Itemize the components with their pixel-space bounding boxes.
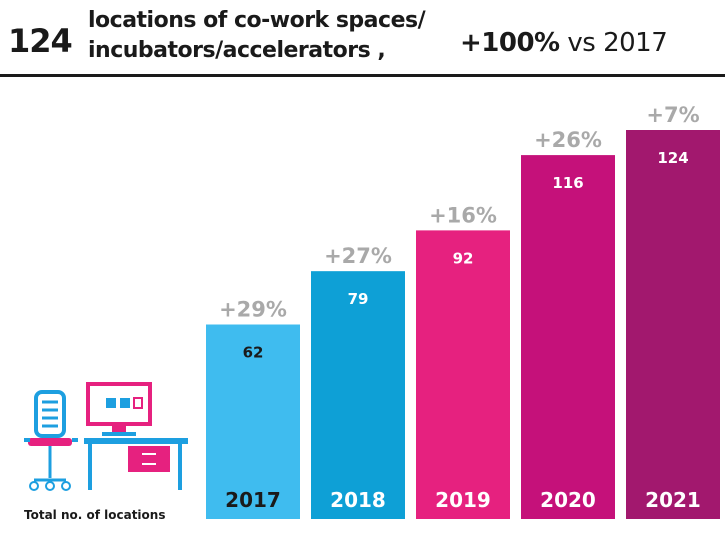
bar-category-label: 2018 [330,488,386,512]
headline-number: 124 [8,22,73,60]
headline-title-line1: locations of co-work spaces/ [88,8,426,33]
bar-category-label: 2020 [540,488,596,512]
header: 124 locations of co-work spaces/ incubat… [0,0,725,78]
bar-change-label: +27% [324,244,392,268]
desk-computer-chair-icon [24,382,188,491]
bar-change-label: +16% [429,203,497,227]
bar-change-label: +26% [534,128,602,152]
bar-2018 [311,271,405,519]
headline-title-line2: incubators/accelerators , [88,38,386,63]
bar-2020 [521,155,615,519]
bar-category-label: 2021 [645,488,701,512]
bar-2019 [416,230,510,520]
bar-category-label: 2019 [435,488,491,512]
header-divider [0,74,725,77]
headline-growth: +100% vs 2017 [460,28,668,58]
bar-value-label: 124 [657,149,688,167]
chart-caption: Total no. of locations [24,508,166,522]
bar-2021 [626,130,720,519]
bar-change-label: +29% [219,298,287,322]
bar-2017 [206,324,300,519]
bar-change-label: +7% [646,103,699,127]
bar-value-label: 79 [348,290,369,308]
bar-value-label: 62 [243,344,264,362]
bar-category-label: 2017 [225,488,281,512]
growth-percent: +100% [460,28,560,58]
growth-comparison: vs 2017 [559,28,668,58]
bar-value-label: 116 [552,174,583,192]
bar-value-label: 92 [453,249,474,267]
